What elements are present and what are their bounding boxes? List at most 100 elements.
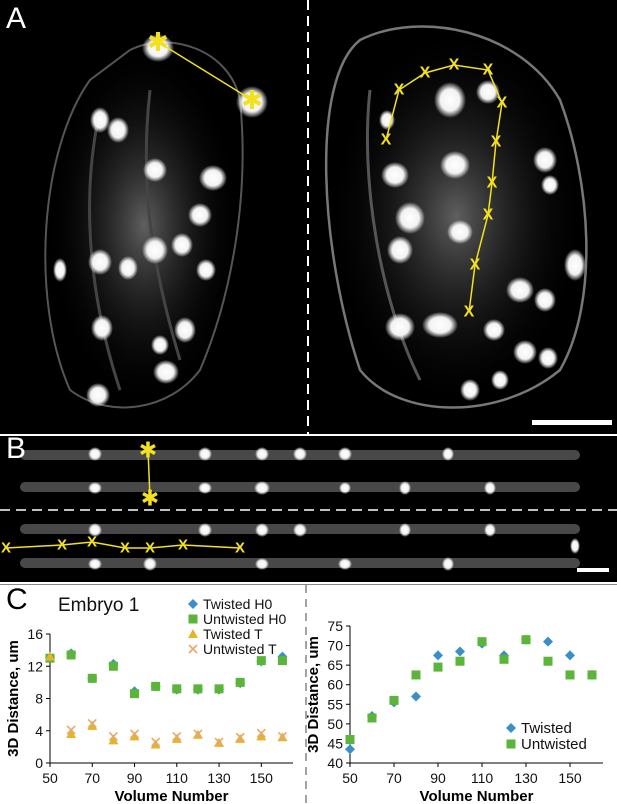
y-tick-label: 12 (27, 658, 43, 674)
data-point (45, 651, 55, 661)
x-marker: X (483, 62, 494, 79)
x-marker: X (381, 132, 392, 149)
y-tick-label: 40 (327, 755, 343, 771)
nuclei-right (379, 80, 586, 401)
nuclei-strip (88, 447, 580, 571)
star-marker: ✱ (141, 486, 159, 511)
data-point (455, 656, 465, 666)
y-tick-label: 70 (327, 638, 343, 654)
y-axis-label: 3D Distance, um (5, 640, 22, 757)
legend-label: Untwisted T (203, 641, 277, 657)
data-point (151, 737, 161, 747)
data-point (108, 735, 119, 745)
data-point (66, 725, 76, 735)
data-point (150, 739, 161, 749)
x-marker: X (483, 207, 494, 224)
x-axis-label: Volume Number (115, 788, 229, 804)
data-point (87, 720, 98, 730)
data-point (256, 728, 266, 738)
x-axis-label: Volume Number (420, 788, 534, 804)
x-tick-label: 50 (342, 770, 358, 786)
x-marker: X (449, 57, 460, 74)
panel-a-svg: ✱ ✱ X X X X X X X X X X X (44, 0, 612, 434)
legend-marker (188, 599, 198, 609)
panel-b-label: B (6, 436, 27, 465)
data-point (130, 689, 140, 699)
data-point (129, 731, 140, 741)
y-axis-label: 3D Distance, um (305, 636, 322, 753)
x-tick-label: 70 (386, 770, 402, 786)
x-tick-label: 90 (127, 770, 143, 786)
x-tick-label: 110 (471, 770, 494, 786)
legend-label: Twisted H0 (203, 596, 272, 612)
x-marker: X (487, 175, 498, 192)
data-point (455, 646, 465, 657)
tracking-overlay-right: X X X X X X X X X X X (381, 57, 508, 321)
y-tick-label: 0 (35, 755, 43, 771)
data-point (587, 670, 597, 680)
data-point (345, 744, 355, 755)
data-point (499, 654, 509, 664)
panel-a-label: A (6, 2, 27, 35)
x-marker: X (464, 304, 475, 321)
data-point (565, 650, 575, 661)
tracking-overlay-left: ✱ ✱ (147, 27, 263, 115)
data-point (277, 731, 288, 741)
legend-label: Untwisted (521, 736, 587, 753)
x-tick-label: 50 (42, 770, 58, 786)
data-point (66, 728, 77, 738)
legend-label: Untwisted H0 (203, 611, 286, 627)
x-tick-label: 150 (250, 770, 274, 786)
scale-bar (532, 420, 612, 425)
panel-c: 0 4 8 12 16 50 70 90 110 130 150 Volume Number 3D Di… (0, 584, 617, 804)
left-embryo (44, 41, 244, 409)
x-tick-label: 130 (207, 770, 231, 786)
panel-b-svg: ✱ ✱ X X X X X X X (0, 438, 617, 572)
x-marker: X (145, 540, 155, 557)
data-point (277, 656, 287, 666)
x-marker: X (1, 540, 11, 557)
x-tick-label: 70 (84, 770, 100, 786)
x-marker: X (497, 95, 508, 112)
data-point (565, 670, 575, 680)
data-point (66, 650, 76, 660)
y-tick-label: 8 (35, 691, 43, 707)
star-marker: ✱ (241, 85, 263, 115)
y-tick-label: 16 (27, 626, 43, 642)
star-marker: ✱ (147, 27, 169, 57)
data-point (235, 677, 245, 687)
y-tick-label: 75 (327, 618, 343, 634)
panel-a-micrograph: ✱ ✱ X X X X X X X X X X X A (0, 0, 617, 434)
panel-c-label: C (6, 584, 28, 616)
data-point (411, 691, 421, 702)
data-point (87, 673, 97, 683)
x-marker: X (470, 257, 481, 274)
x-marker: X (120, 540, 130, 557)
data-point (108, 731, 118, 741)
legend-label: Twisted (521, 720, 572, 737)
data-point (129, 729, 140, 739)
x-tick-label: 150 (558, 770, 582, 786)
data-point (235, 732, 245, 742)
x-tick-label: 110 (166, 770, 189, 786)
x-marker: X (87, 534, 97, 551)
legend-marker (188, 629, 198, 638)
data-point (411, 670, 421, 680)
x-marker: X (178, 537, 188, 554)
legend-marker (506, 723, 516, 733)
scale-bar (577, 568, 609, 572)
y-tick-label: 50 (327, 716, 343, 732)
data-point (151, 681, 161, 691)
star-marker: ✱ (139, 438, 157, 463)
data-point (389, 695, 399, 705)
x-tick-label: 130 (514, 770, 538, 786)
x-marker: X (235, 540, 245, 557)
y-tick-label: 45 (327, 735, 343, 751)
data-point (521, 635, 531, 645)
x-marker: X (394, 82, 405, 99)
data-point (433, 650, 443, 661)
y-tick-label: 55 (327, 696, 343, 712)
data-point (193, 684, 203, 694)
data-point (256, 731, 267, 741)
chart-left: 0 4 8 12 16 50 70 90 110 130 150 Volume Number 3D Di… (5, 596, 293, 804)
